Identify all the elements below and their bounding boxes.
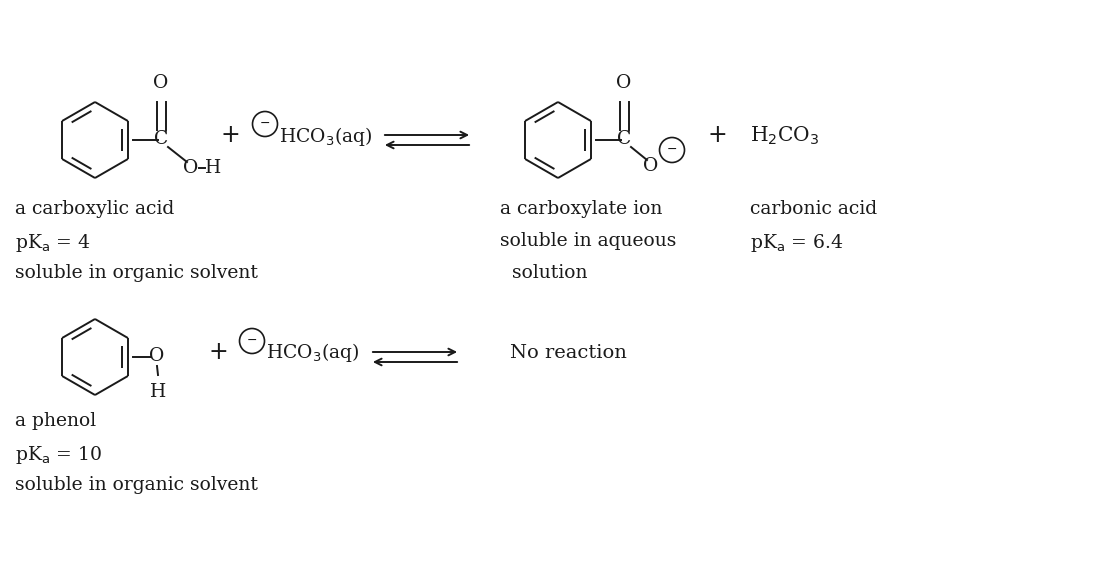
Text: No reaction: No reaction <box>510 344 627 362</box>
Text: O: O <box>643 157 659 175</box>
Text: a carboxylic acid: a carboxylic acid <box>16 200 174 218</box>
Text: H$_2$CO$_3$: H$_2$CO$_3$ <box>750 125 819 147</box>
Text: soluble in organic solvent: soluble in organic solvent <box>16 476 258 494</box>
Text: O: O <box>153 74 169 92</box>
Text: H: H <box>204 159 221 177</box>
Text: H: H <box>150 383 167 401</box>
Text: O: O <box>149 347 164 365</box>
Text: −: − <box>247 334 258 347</box>
Text: pK$_\mathrm{a}$ = 10: pK$_\mathrm{a}$ = 10 <box>16 444 102 466</box>
Text: solution: solution <box>512 264 588 282</box>
Text: a phenol: a phenol <box>16 412 97 430</box>
Text: HCO$_3$(aq): HCO$_3$(aq) <box>279 125 372 147</box>
Text: carbonic acid: carbonic acid <box>750 200 877 218</box>
Text: pK$_\mathrm{a}$ = 4: pK$_\mathrm{a}$ = 4 <box>16 232 90 254</box>
Text: C: C <box>153 130 168 148</box>
Text: C: C <box>617 130 631 148</box>
Text: −: − <box>667 143 678 156</box>
Text: soluble in organic solvent: soluble in organic solvent <box>16 264 258 282</box>
Text: HCO$_3$(aq): HCO$_3$(aq) <box>266 342 360 365</box>
Text: a carboxylate ion: a carboxylate ion <box>500 200 662 218</box>
Text: pK$_\mathrm{a}$ = 6.4: pK$_\mathrm{a}$ = 6.4 <box>750 232 843 254</box>
Text: O: O <box>183 159 199 177</box>
Text: +: + <box>220 123 240 147</box>
Text: +: + <box>707 123 727 147</box>
Text: O: O <box>617 74 632 92</box>
Text: soluble in aqueous: soluble in aqueous <box>500 232 677 250</box>
Text: −: − <box>260 117 270 130</box>
Text: +: + <box>208 340 228 364</box>
